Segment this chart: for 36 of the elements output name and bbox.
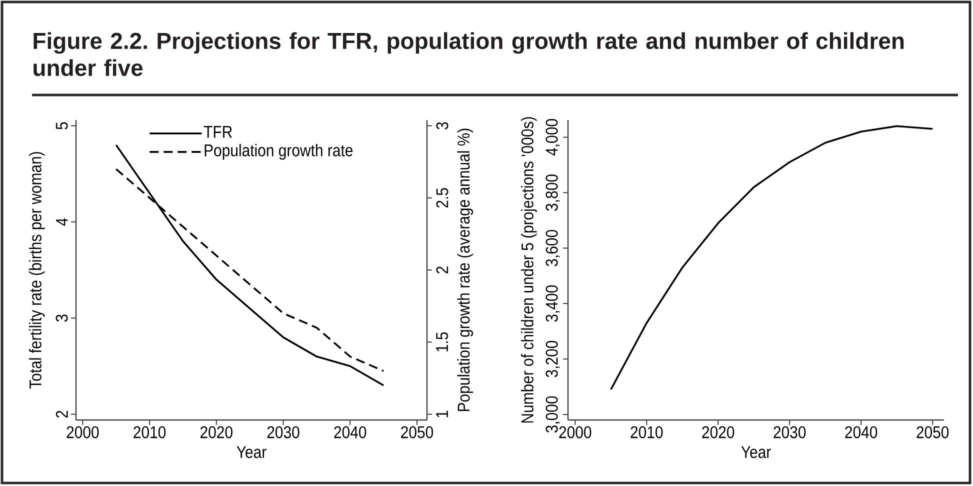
y-tick-label: 3,200 [546,340,560,378]
chart-title: Figure 2.2. Projections for TFR, population growth rate and number of children under five [34,32,904,76]
y-tick-label: 3,600 [546,230,560,266]
y2-tick-label: 1 [436,410,448,418]
y-tick-label: 2 [56,410,68,418]
y-tick-label: 5 [56,122,68,130]
y2-axis-title: Population growth rate (average annual %) [457,128,474,411]
y2-tick-label: 2.5 [436,188,448,208]
x-tick-label: 2010 [630,426,663,438]
x-tick-label: 2040 [334,426,366,438]
x-tick-label: 2040 [845,426,878,438]
x-tick-label: 2010 [134,426,166,438]
x-tick-label: 2030 [774,426,806,438]
y2-tick-label: 2 [436,266,448,274]
y-tick-label: 3,400 [546,285,560,322]
x-tick-label: 2020 [702,426,734,438]
y-tick-label: 4,000 [546,119,560,156]
y2-tick-label: 1.5 [436,332,448,352]
legend-label: TFR [204,126,232,138]
y-axis-title: Number of children under 5 (projections '000s) [520,117,537,423]
y2-tick-label: 3 [436,122,448,130]
y-tick-label: 3,800 [546,174,560,211]
x-tick-label: 2000 [66,426,99,438]
x-axis-title: Year [741,446,771,458]
x-tick-label: 2050 [916,426,949,438]
y-tick-label: 3,000 [546,396,560,433]
y-axis-title: Total fertility rate (births per woman) [28,152,45,389]
y-tick-label: 4 [56,218,68,226]
x-tick-label: 2030 [267,426,300,438]
x-tick-label: 2050 [401,426,434,438]
legend-label: Population growth rate [204,144,353,160]
line-series [610,125,934,390]
x-axis-title: Year [236,446,266,458]
x-tick-label: 2020 [200,426,232,438]
x-tick-label: 2000 [559,426,592,438]
y-tick-label: 3 [56,314,68,322]
